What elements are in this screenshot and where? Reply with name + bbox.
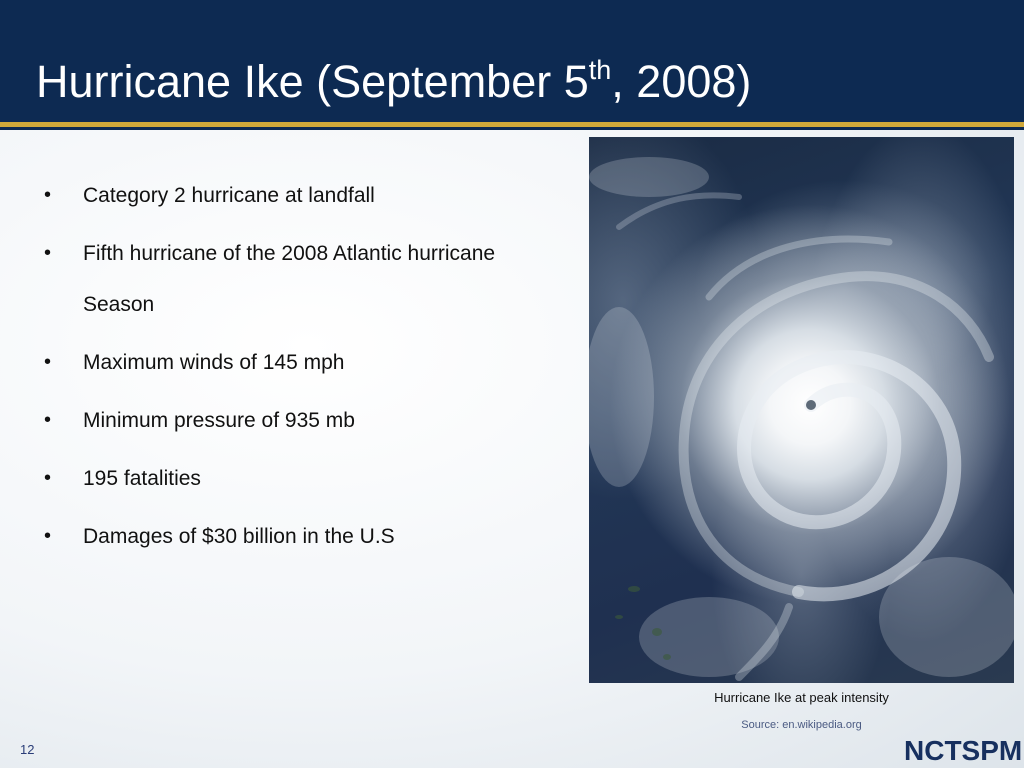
page-number: 12 — [20, 742, 35, 757]
bullet-dot-icon: • — [44, 184, 52, 206]
islands — [615, 586, 671, 660]
bullet-text: Minimum pressure of 935 mb — [83, 409, 355, 432]
bullet-item: • Category 2 hurricane at landfall — [44, 170, 544, 221]
bullet-text: Fifth hurricane of the 2008 Atlantic hur… — [83, 242, 496, 316]
bullet-item: • Maximum winds of 145 mph — [44, 337, 544, 388]
bullet-item: • Minimum pressure of 935 mb — [44, 395, 544, 446]
slide-title-end: , 2008) — [611, 56, 752, 107]
bullet-dot-icon: • — [44, 467, 52, 489]
image-caption: Hurricane Ike at peak intensity — [714, 690, 889, 705]
hurricane-spiral-graphic — [589, 157, 1014, 681]
bullet-dot-icon: • — [44, 525, 52, 547]
title-bar: Hurricane Ike (September 5th, 2008) — [0, 0, 1024, 122]
hurricane-satellite-image — [589, 137, 1014, 683]
slide-title: Hurricane Ike (September 5th, 2008) — [36, 52, 751, 112]
bullet-item: • 195 fatalities — [44, 453, 544, 504]
bullet-dot-icon: • — [44, 351, 52, 373]
slide-title-main: Hurricane Ike (September 5 — [36, 56, 589, 107]
bullet-text: Damages of $30 billion in the U.S — [83, 525, 395, 548]
bullet-dot-icon: • — [44, 409, 52, 431]
bullet-item: • Fifth hurricane of the 2008 Atlantic hu… — [44, 228, 544, 330]
nctspm-logo: NCTSPM — [904, 735, 1023, 766]
bullet-list: • Category 2 hurricane at landfall • Fifth… — [44, 170, 544, 569]
bullet-text: Category 2 hurricane at landfall — [83, 184, 375, 207]
hurricane-eye — [806, 400, 816, 410]
bullet-text: 195 fatalities — [83, 467, 201, 490]
slide-title-superscript: th — [588, 55, 612, 85]
image-source: Source: en.wikipedia.org — [741, 719, 862, 731]
bullet-dot-icon: • — [44, 242, 52, 264]
bullet-text: Maximum winds of 145 mph — [83, 351, 345, 374]
bullet-item: • Damages of $30 billion in the U.S — [44, 511, 544, 562]
navy-divider — [0, 127, 1024, 130]
gold-divider — [0, 122, 1024, 127]
